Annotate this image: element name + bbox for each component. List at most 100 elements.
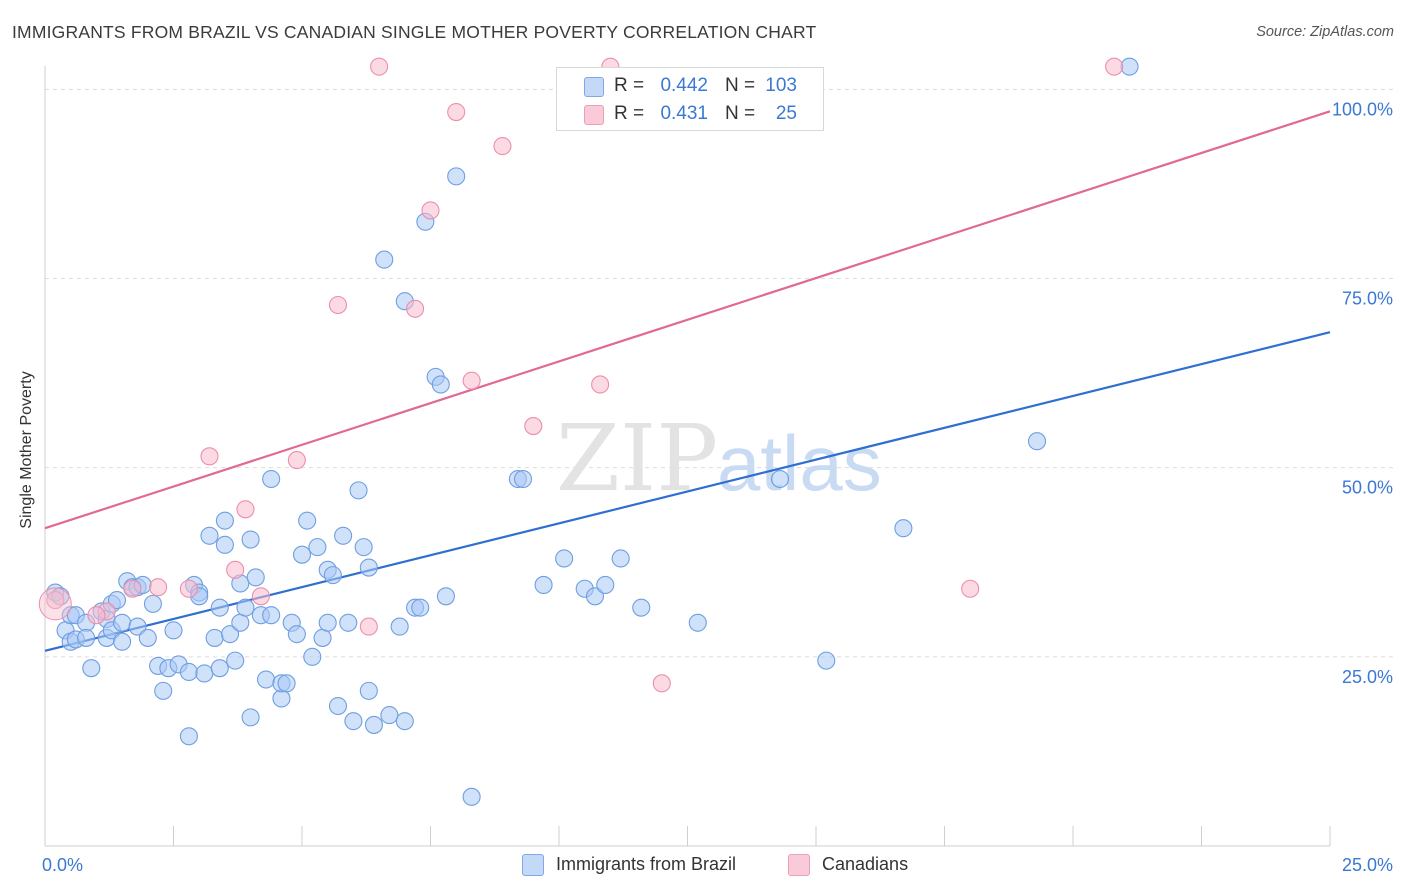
- point-brazil: [277, 674, 296, 693]
- point-brazil: [256, 670, 276, 689]
- point-brazil: [611, 549, 630, 568]
- point-brazil: [272, 689, 291, 708]
- legend-row-brazil: R = 0.442 N = 103: [557, 71, 823, 101]
- point-brazil: [154, 681, 173, 700]
- point-canadians: [251, 587, 270, 606]
- series-legend: Immigrants from Brazil Canadians: [0, 850, 1406, 880]
- legend-r-label: R =: [614, 75, 645, 96]
- series-swatch-brazil: [522, 854, 544, 876]
- point-canadians: [38, 587, 72, 621]
- point-brazil: [179, 727, 198, 746]
- y-tick-label: 50.0%: [1342, 478, 1393, 498]
- point-brazil: [411, 598, 430, 617]
- point-brazil: [82, 659, 101, 678]
- point-brazil: [395, 712, 414, 731]
- legend-n-label: N =: [725, 103, 756, 124]
- point-brazil: [380, 706, 399, 725]
- source-credit: Source: ZipAtlas.com: [1256, 24, 1394, 40]
- point-brazil: [210, 598, 229, 617]
- point-brazil: [513, 469, 533, 489]
- point-canadians: [406, 299, 425, 318]
- point-brazil: [390, 617, 409, 636]
- point-brazil: [632, 598, 651, 617]
- point-brazil: [246, 568, 265, 587]
- legend-n-value: 25: [775, 103, 797, 124]
- point-brazil: [349, 481, 368, 500]
- point-brazil: [262, 469, 281, 489]
- point-brazil: [344, 712, 363, 731]
- point-brazil: [323, 566, 342, 585]
- point-brazil: [77, 628, 96, 647]
- grid-layer: [45, 88, 1395, 658]
- point-brazil: [894, 519, 913, 538]
- point-canadians: [149, 578, 168, 597]
- point-brazil: [292, 545, 312, 564]
- correlation-legend: R = 0.442 N = 103 R = 0.431 N = 25: [556, 67, 824, 131]
- y-tick-label: 25.0%: [1342, 667, 1393, 687]
- point-brazil: [179, 662, 198, 682]
- point-brazil: [359, 681, 378, 700]
- tick-labels: 25.0% 50.0% 75.0% 100.0% 0.0% 25.0%: [42, 99, 1393, 875]
- point-brazil: [585, 587, 605, 606]
- point-brazil: [113, 632, 132, 651]
- point-canadians: [447, 102, 466, 122]
- point-brazil: [231, 613, 250, 632]
- point-canadians: [287, 451, 306, 470]
- legend-row-canadians: R = 0.431 N = 25: [557, 99, 823, 129]
- point-brazil: [817, 651, 836, 670]
- series-label-canadians: Canadians: [822, 854, 909, 874]
- legend-r-value: 0.442: [660, 75, 708, 96]
- point-canadians: [46, 591, 65, 610]
- point-brazil: [359, 558, 378, 577]
- point-brazil: [328, 696, 348, 716]
- point-canadians: [591, 375, 610, 394]
- series-swatch-canadians: [788, 854, 810, 876]
- point-brazil: [1027, 432, 1047, 451]
- point-brazil: [205, 628, 224, 647]
- point-brazil: [143, 594, 162, 613]
- point-brazil: [313, 628, 332, 647]
- point-canadians: [226, 560, 245, 579]
- point-canadians: [652, 674, 671, 693]
- point-brazil: [339, 613, 358, 632]
- point-brazil: [298, 511, 317, 530]
- point-brazil: [200, 526, 219, 545]
- legend-r-label: R =: [614, 103, 645, 124]
- watermark-zip: ZIP: [556, 405, 718, 512]
- y-tick-label: 75.0%: [1342, 289, 1393, 309]
- y-tick-label: 100.0%: [1332, 99, 1393, 119]
- point-brazil: [164, 621, 183, 640]
- point-canadians: [961, 579, 980, 598]
- point-brazil: [303, 647, 322, 666]
- point-canadians: [328, 295, 348, 315]
- point-brazil: [596, 575, 615, 595]
- scatter-points: [38, 57, 1139, 806]
- x-tick-label: 0.0%: [42, 855, 83, 875]
- point-brazil: [1120, 57, 1139, 76]
- trend-line-canadians: [44, 110, 1331, 530]
- point-brazil: [215, 535, 234, 554]
- point-brazil: [534, 575, 553, 595]
- point-brazil: [436, 587, 455, 606]
- point-canadians: [236, 500, 255, 519]
- point-canadians: [462, 371, 481, 390]
- axes-layer: [44, 66, 1331, 847]
- point-brazil: [334, 526, 353, 545]
- point-brazil: [364, 715, 384, 734]
- point-canadians: [421, 201, 440, 220]
- point-canadians: [359, 617, 378, 636]
- point-brazil: [287, 625, 306, 644]
- point-brazil: [236, 598, 255, 617]
- point-brazil: [375, 250, 394, 269]
- point-brazil: [241, 530, 260, 549]
- legend-swatch-canadians: [584, 105, 604, 125]
- legend-r-value: 0.431: [660, 103, 708, 124]
- point-brazil: [462, 787, 481, 806]
- point-brazil: [195, 664, 214, 683]
- series-label-brazil: Immigrants from Brazil: [556, 854, 737, 874]
- point-canadians: [200, 447, 219, 466]
- y-axis-label: Single Mother Poverty: [18, 371, 35, 529]
- point-canadians: [123, 579, 142, 598]
- legend-swatch-brazil: [584, 77, 604, 97]
- legend-n-label: N =: [725, 75, 756, 96]
